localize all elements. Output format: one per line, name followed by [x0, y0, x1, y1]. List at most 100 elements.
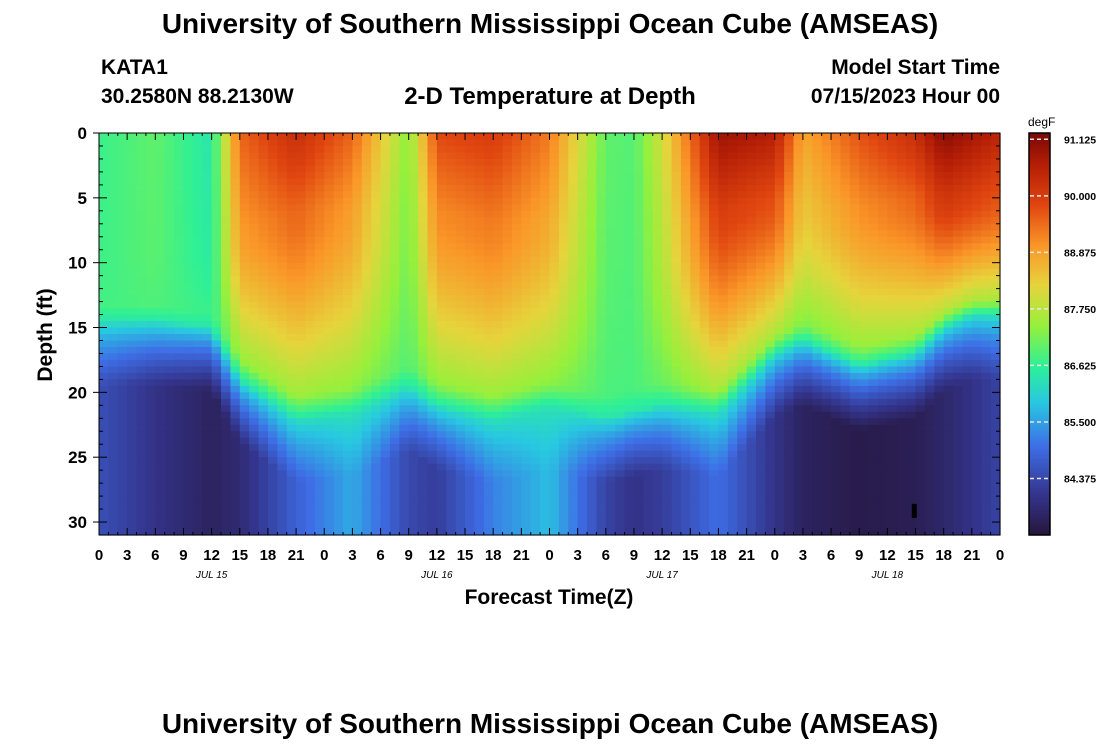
heatmap-cell — [343, 158, 354, 167]
heatmap-cell — [934, 236, 945, 244]
heatmap-cell — [596, 437, 607, 445]
heatmap-cell — [718, 223, 729, 231]
heatmap-cell — [155, 191, 166, 199]
heatmap-cell — [934, 139, 945, 147]
heatmap-cell — [277, 334, 288, 342]
heatmap-cell — [755, 230, 766, 238]
heatmap-cell — [643, 372, 654, 380]
heatmap-cell — [99, 145, 109, 154]
heatmap-cell — [971, 158, 982, 167]
heatmap-cell — [502, 372, 513, 380]
heatmap-cell — [746, 236, 757, 244]
heatmap-cell — [671, 346, 682, 355]
heatmap-cell — [352, 191, 363, 199]
heatmap-cell — [774, 217, 785, 225]
heatmap-cell — [906, 359, 917, 368]
heatmap-cell — [333, 262, 344, 270]
heatmap-cell — [821, 275, 832, 283]
heatmap-cell — [267, 139, 278, 147]
heatmap-cell — [418, 366, 429, 374]
heatmap-cell — [267, 398, 278, 406]
heatmap-cell — [230, 249, 241, 257]
heatmap-cell — [380, 191, 391, 199]
heatmap-cell — [380, 275, 391, 283]
heatmap-cell — [784, 444, 795, 452]
heatmap-cell — [108, 340, 119, 348]
heatmap-cell — [174, 184, 185, 192]
heatmap-cell — [483, 152, 494, 160]
heatmap-cell — [389, 191, 400, 199]
heatmap-cell — [737, 275, 748, 283]
heatmap-cell — [718, 321, 729, 329]
heatmap-cell — [680, 282, 691, 290]
heatmap-cell — [868, 359, 879, 368]
heatmap-cell — [709, 184, 720, 192]
heatmap-cell — [296, 340, 307, 348]
heatmap-cell — [831, 295, 842, 303]
heatmap-cell — [493, 411, 504, 419]
heatmap-cell — [558, 392, 569, 400]
heatmap-cell — [877, 431, 888, 439]
heatmap-cell — [174, 243, 185, 251]
heatmap-cell — [192, 340, 203, 348]
heatmap-cell — [446, 411, 457, 419]
heatmap-cell — [605, 346, 616, 355]
heatmap-cell — [155, 152, 166, 160]
heatmap-cell — [249, 450, 260, 458]
heatmap-cell — [643, 133, 654, 141]
heatmap-cell — [615, 236, 626, 244]
heatmap-cell — [277, 457, 288, 465]
heatmap-cell — [511, 282, 522, 290]
heatmap-cell — [174, 145, 185, 154]
heatmap-cell — [99, 184, 109, 192]
heatmap-cell — [530, 243, 541, 251]
heatmap-cell — [953, 457, 964, 465]
heatmap-cell — [802, 236, 813, 244]
heatmap-cell — [277, 346, 288, 355]
heatmap-cell — [971, 437, 982, 445]
heatmap-cell — [981, 210, 992, 218]
heatmap-cell — [117, 398, 128, 406]
heatmap-cell — [408, 236, 419, 244]
heatmap-cell — [615, 282, 626, 290]
heatmap-cell — [587, 133, 598, 141]
heatmap-cell — [906, 197, 917, 205]
heatmap-cell — [896, 184, 907, 192]
heatmap-cell — [267, 282, 278, 290]
heatmap-cell — [990, 327, 1001, 335]
heatmap-cell — [296, 392, 307, 400]
heatmap-cell — [174, 431, 185, 439]
heatmap-cell — [511, 165, 522, 173]
heatmap-cell — [361, 204, 372, 212]
heatmap-cell — [380, 411, 391, 419]
heatmap-cell — [981, 301, 992, 309]
heatmap-cell — [192, 217, 203, 225]
heatmap-cell — [812, 165, 823, 173]
heatmap-cell — [249, 424, 260, 432]
heatmap-cell — [971, 314, 982, 322]
heatmap-cell — [596, 165, 607, 173]
heatmap-cell — [943, 243, 954, 251]
heatmap-cell — [615, 256, 626, 264]
heatmap-cell — [990, 340, 1001, 348]
heatmap-cell — [877, 275, 888, 283]
heatmap-cell — [427, 139, 438, 147]
heatmap-cell — [971, 178, 982, 186]
heatmap-cell — [896, 230, 907, 238]
heatmap-cell — [99, 139, 109, 147]
heatmap-cell — [408, 282, 419, 290]
heatmap-cell — [568, 178, 579, 186]
heatmap-cell — [680, 431, 691, 439]
heatmap-cell — [239, 411, 250, 419]
heatmap-cell — [455, 314, 466, 322]
heatmap-cell — [352, 405, 363, 413]
heatmap-cell — [436, 256, 447, 264]
heatmap-cell — [624, 288, 635, 296]
heatmap-cell — [267, 301, 278, 309]
heatmap-cell — [502, 243, 513, 251]
heatmap-cell — [877, 353, 888, 361]
heatmap-cell — [877, 385, 888, 393]
heatmap-cell — [737, 359, 748, 368]
heatmap-cell — [221, 295, 231, 303]
heatmap-cell — [530, 379, 541, 387]
